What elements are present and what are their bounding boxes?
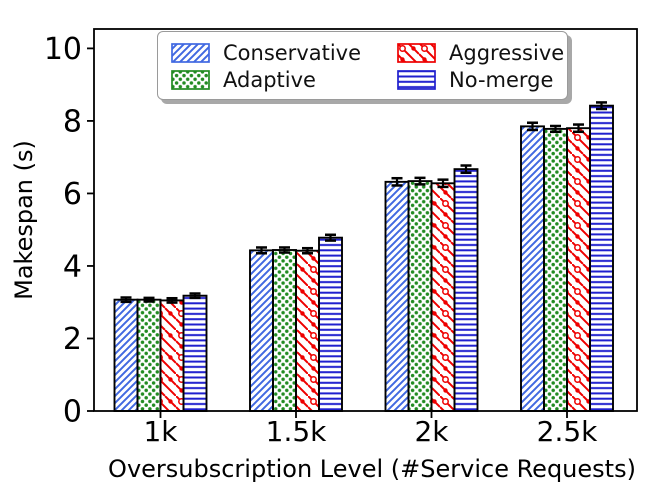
legend-swatch-aggressive-icon — [397, 43, 436, 64]
errorbar-adaptive-2.5k — [550, 124, 561, 134]
errorbar-conservative-1k — [120, 296, 132, 304]
bar-no-merge-2.5k — [589, 104, 614, 412]
bar-no-merge-2k — [453, 168, 479, 412]
legend-label-no-merge: No-merge — [449, 67, 554, 92]
legend-item-no-merge: No-merge — [397, 68, 564, 92]
y-tick-label: 6 — [63, 177, 82, 212]
legend-swatch-adaptive-icon — [171, 69, 210, 90]
y-tick-label: 10 — [44, 32, 82, 67]
errorbar-conservative-2k — [391, 176, 403, 187]
bar-adaptive-2k — [407, 180, 433, 412]
bar-adaptive-2.5k — [543, 127, 568, 412]
errorbar-adaptive-2k — [414, 176, 426, 186]
x-tick-label: 1k — [143, 415, 178, 448]
legend-label-adaptive: Adaptive — [223, 67, 316, 92]
errorbar-aggressive-1k — [166, 296, 178, 304]
legend-label-conservative: Conservative — [223, 41, 362, 66]
bar-adaptive-1.5k — [272, 249, 297, 412]
errorbar-conservative-1.5k — [256, 246, 267, 255]
legend-swatch-conservative-icon — [171, 43, 210, 64]
axes-spines — [93, 28, 638, 412]
errorbar-aggressive-2.5k — [573, 123, 584, 134]
bar-aggressive-2.5k — [566, 127, 591, 412]
y-tick-label: 0 — [63, 395, 82, 430]
x-axis-label: Oversubscription Level (#Service Request… — [108, 455, 636, 483]
errorbar-no-merge-1.5k — [325, 233, 336, 242]
legend-label-aggressive: Aggressive — [449, 41, 565, 66]
bar-aggressive-1.5k — [295, 249, 320, 412]
y-tick-label: 8 — [63, 104, 82, 139]
y-tick-label: 2 — [63, 322, 82, 357]
bar-aggressive-1k — [159, 299, 185, 412]
legend-swatch-no-merge-icon — [397, 69, 436, 90]
errorbar-aggressive-1.5k — [302, 246, 313, 255]
legend: Conservative Adaptive Aggressive No-merg… — [157, 31, 568, 100]
x-tick-label: 2k — [414, 415, 449, 448]
errorbar-conservative-2.5k — [527, 121, 538, 132]
bar-adaptive-1k — [136, 298, 162, 412]
bar-conservative-2k — [384, 180, 410, 412]
errorbar-no-merge-1k — [189, 292, 201, 300]
errorbar-adaptive-1.5k — [279, 246, 290, 254]
errorbar-no-merge-2k — [460, 164, 472, 175]
bar-conservative-2.5k — [520, 125, 545, 412]
legend-item-conservative: Conservative — [171, 41, 363, 65]
bar-aggressive-2k — [430, 182, 456, 412]
bar-conservative-1k — [113, 298, 139, 412]
legend-item-aggressive: Aggressive — [397, 41, 564, 65]
y-tick-label: 4 — [63, 249, 82, 284]
errorbar-adaptive-1k — [143, 296, 155, 303]
errorbar-no-merge-2.5k — [596, 101, 607, 111]
x-tick-label: 1.5k — [266, 415, 328, 448]
errorbar-aggressive-2k — [437, 178, 449, 189]
bar-conservative-1.5k — [249, 249, 274, 412]
bar-no-merge-1.5k — [318, 236, 343, 412]
bar-no-merge-1k — [182, 294, 208, 412]
y-axis-label: Makespan (s) — [10, 140, 38, 300]
legend-item-adaptive: Adaptive — [171, 68, 363, 92]
x-tick-label: 2.5k — [537, 415, 599, 448]
